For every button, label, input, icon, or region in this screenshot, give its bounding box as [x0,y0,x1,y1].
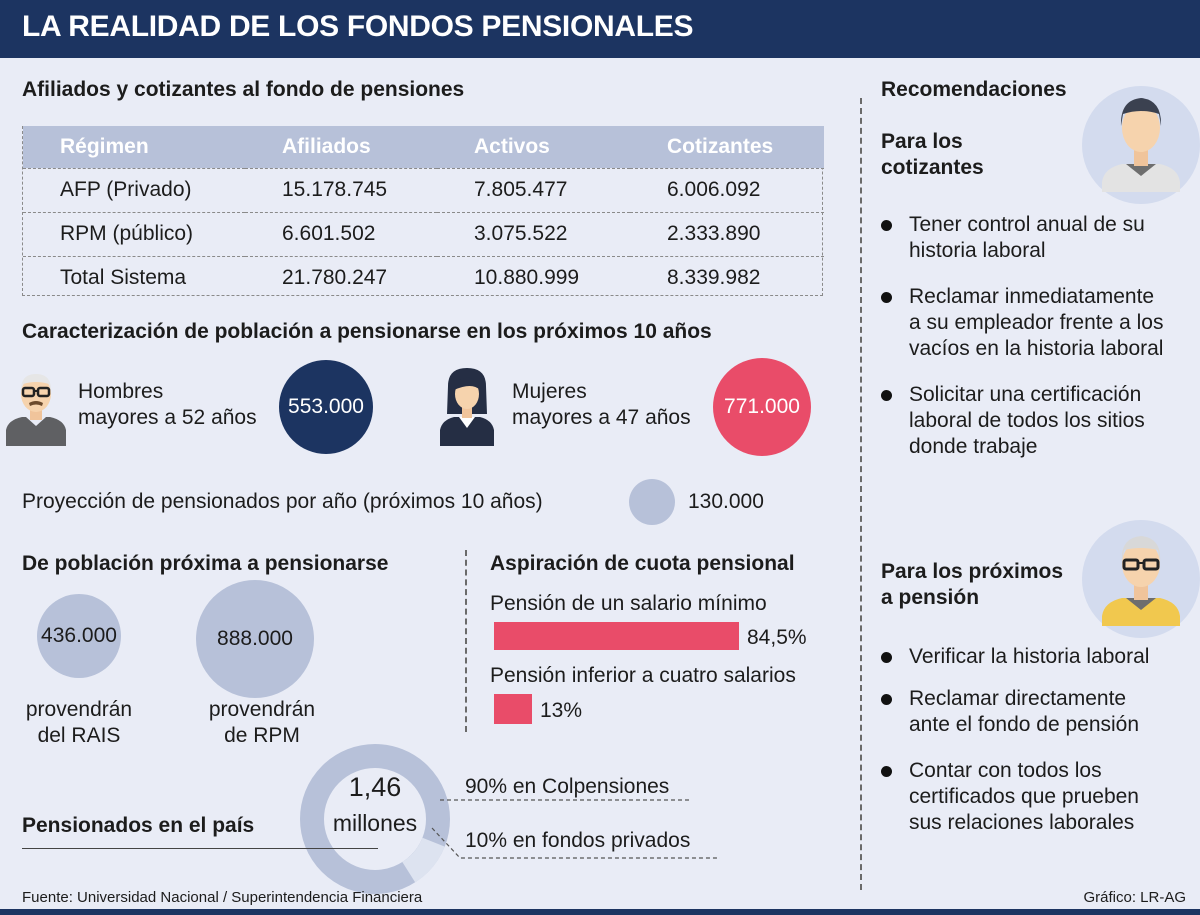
table-row: Total Sistema 21.780.247 10.880.999 8.33… [23,255,824,300]
list-item-line: sus relaciones laborales [909,811,1135,834]
footer-credit: Gráfico: LR-AG [1083,889,1186,906]
rais-circle: 436.000 [37,594,121,678]
hombres-label: Hombres [78,380,164,403]
recomendaciones-title: Recomendaciones [881,78,1067,101]
aspiracion-bar-2 [494,694,532,724]
proximos-title-line2: a pensión [881,586,980,609]
page-title: LA REALIDAD DE LOS FONDOS PENSIONALES [22,10,694,43]
list-item: Reclamar directamente ante el fondo de p… [879,686,1149,738]
proximos-title-line1: Para los próximos [881,560,1064,583]
aspiracion-bar-1 [494,622,739,650]
list-item-line: a su empleador frente a los [909,311,1164,334]
footer-source: Fuente: Universidad Nacional / Superinte… [22,889,423,906]
rpm-value: 888.000 [217,627,293,650]
list-item: Solicitar una certificación laboral de t… [879,382,1163,460]
list-item-line: certificados que prueben [909,785,1139,808]
pensionados-donut [300,744,450,894]
hombres-value: 553.000 [288,395,364,418]
cotizantes-title-line2: cotizantes [881,156,984,179]
colpensiones-label: 90% en Colpensiones [465,775,670,798]
table-cell: 2.333.890 [630,211,824,256]
mujeres-label: Mujeres [512,380,587,403]
pensionados-total-line1: 1,46 [348,772,402,802]
table-header-row: Régimen Afiliados Activos Cotizantes [23,126,824,168]
rpm-circle: 888.000 [196,580,314,698]
proximos-list: Verificar la historia laboral Reclamar d… [879,644,1149,856]
aspiracion-value-1: 84,5% [747,626,807,649]
column-header: Régimen [23,126,245,168]
aspiracion-value-2: 13% [540,699,583,722]
header-bar [0,0,1200,58]
afiliados-title: Afiliados y cotizantes al fondo de pensi… [22,78,465,101]
table-cell: 7.805.477 [437,167,630,212]
table-cell: 10.880.999 [437,255,630,300]
list-item-line: Contar con todos los [909,759,1102,782]
pensionados-underline [22,848,378,849]
mujeres-circle: 771.000 [713,358,811,456]
table-cell: 6.601.502 [245,211,437,256]
mujeres-value: 771.000 [724,395,800,418]
caracterizacion-title: Caracterización de población a pensionar… [22,320,712,343]
pensionados-total-line2: millones [332,810,418,836]
table-cell: 3.075.522 [437,211,630,256]
table-cell: 8.339.982 [630,255,824,300]
rpm-line1: provendrán [208,698,316,721]
worker-avatar-icon [1082,86,1200,204]
table-cell: 15.178.745 [245,167,437,212]
hombres-sub: mayores a 52 años [78,406,257,429]
list-item: Contar con todos los certificados que pr… [879,758,1149,836]
privados-label: 10% en fondos privados [465,829,691,852]
list-item-line: Solicitar una certificación [909,383,1142,406]
list-item: Reclamar inmediatamente a su empleador f… [879,284,1163,362]
cotizantes-title-line1: Para los [881,130,963,153]
list-item-line: laboral de todos los sitios [909,409,1145,432]
table-row: RPM (público) 6.601.502 3.075.522 2.333.… [23,211,824,256]
table-cell: AFP (Privado) [23,167,245,212]
rais-line2: del RAIS [37,724,121,747]
column-header: Activos [437,126,630,168]
section-divider [465,550,467,732]
list-item-line: Verificar la historia laboral [909,645,1150,668]
rais-value: 436.000 [41,624,117,647]
table-cell: RPM (público) [23,211,245,256]
afiliados-table-frame: Régimen Afiliados Activos Cotizantes AFP… [22,126,824,300]
proyeccion-label: Proyección de pensionados por año (próxi… [22,490,543,513]
column-divider [860,98,862,890]
list-item: Tener control anual de su historia labor… [879,212,1163,264]
rais-line1: provendrán [25,698,133,721]
poblacion-title: De población próxima a pensionarse [22,552,389,575]
donut-ring-colpensiones [300,744,450,894]
donut-slice-privados [401,837,445,883]
table-cell: 21.780.247 [245,255,437,300]
table-row: AFP (Privado) 15.178.745 7.805.477 6.006… [23,167,824,212]
woman-avatar-icon [440,368,494,446]
retiree-avatar-icon [1082,520,1200,638]
hombres-circle: 553.000 [279,360,373,454]
cotizantes-list: Tener control anual de su historia labor… [879,212,1163,480]
afiliados-table: Régimen Afiliados Activos Cotizantes AFP… [23,126,824,300]
man-avatar-icon [6,374,66,446]
aspiracion-title: Aspiración de cuota pensional [490,552,795,575]
list-item: Verificar la historia laboral [879,644,1149,670]
list-item-line: ante el fondo de pensión [909,713,1140,736]
proyeccion-value: 130.000 [688,490,764,513]
list-item-line: historia laboral [909,239,1046,262]
table-cell: Total Sistema [23,255,245,300]
aspiracion-label-2: Pensión inferior a cuatro salarios [490,664,796,687]
pensionados-title: Pensionados en el país [22,814,255,837]
list-item-line: donde trabaje [909,435,1038,458]
list-item-line: vacíos en la historia laboral [909,337,1164,360]
donut-leader-lines [431,799,720,859]
list-item-line: Reclamar directamente [909,687,1127,710]
footer-bar [0,909,1200,915]
proyeccion-dot [629,479,675,525]
column-header: Cotizantes [630,126,824,168]
aspiracion-label-1: Pensión de un salario mínimo [490,592,767,615]
list-item-line: Reclamar inmediatamente [909,285,1155,308]
list-item-line: Tener control anual de su [909,213,1145,236]
column-header: Afiliados [245,126,437,168]
mujeres-sub: mayores a 47 años [512,406,691,429]
rpm-line2: de RPM [224,724,300,747]
table-cell: 6.006.092 [630,167,824,212]
